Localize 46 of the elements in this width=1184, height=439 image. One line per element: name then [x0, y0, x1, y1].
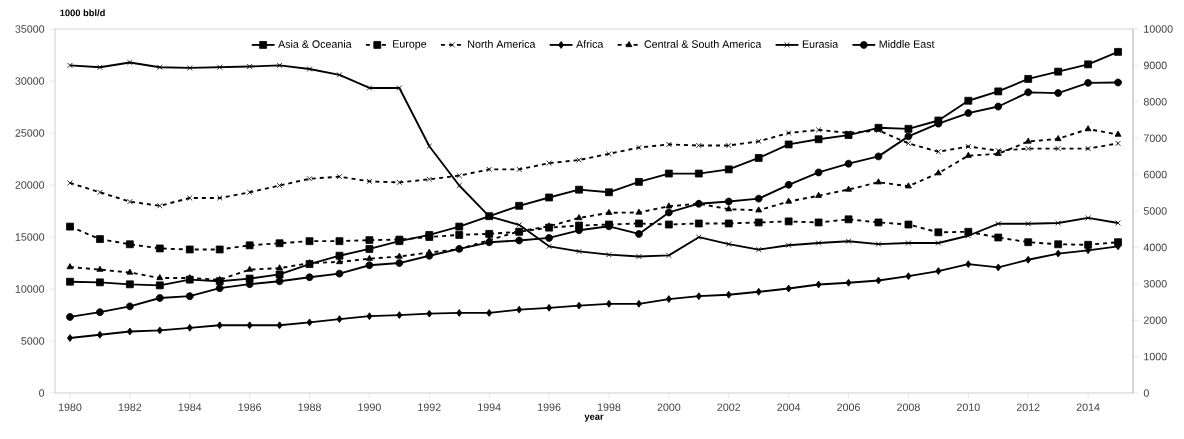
x-tick-label: 1990	[358, 403, 381, 411]
y-tick-label: 35000	[15, 25, 45, 33]
y2-tick-label: 5000	[1143, 207, 1167, 215]
legend-label: Eurasia	[802, 40, 839, 48]
y-axis-title: 1000 bbl/d	[60, 9, 105, 17]
x-tick-label: 2008	[897, 403, 920, 411]
y2-tick-label: 4000	[1143, 243, 1167, 252]
x-tick-label: 1982	[118, 403, 142, 411]
y2-tick-label: 3000	[1143, 280, 1167, 288]
y2-tick-label: 2000	[1143, 316, 1167, 324]
x-tick-label: 2010	[956, 403, 980, 411]
y2-tick-label: 9000	[1143, 61, 1167, 70]
legend-label: Central & South America	[644, 40, 762, 48]
x-tick-label: 1984	[178, 403, 202, 411]
y2-tick-label: 0	[1143, 389, 1149, 397]
x-tick-label: 1992	[418, 403, 441, 411]
x-tick-label: 2014	[1076, 403, 1100, 411]
legend-label: North America	[468, 40, 536, 48]
x-tick-label: 1986	[238, 403, 262, 411]
x-tick-label: 1994	[478, 403, 501, 411]
x-tick-label: 2000	[657, 403, 681, 411]
x-tick-label: 1980	[58, 403, 82, 411]
y-tick-label: 25000	[15, 129, 45, 137]
legend-label: Africa	[576, 40, 604, 48]
x-tick-label: 1998	[597, 403, 621, 411]
y-tick-label: 5000	[21, 337, 45, 345]
y-tick-label: 20000	[15, 181, 45, 189]
x-tick-label: 2004	[777, 403, 801, 411]
x-tick-label: 2002	[717, 403, 741, 411]
x-tick-label: 2006	[837, 403, 860, 411]
legend-label: Middle East	[879, 40, 935, 48]
y2-tick-label: 7000	[1143, 134, 1167, 142]
y2-tick-label: 8000	[1143, 98, 1167, 106]
y2-tick-label: 10000	[1144, 25, 1173, 33]
x-tick-label: 1996	[538, 403, 561, 411]
y-tick-label: 15000	[15, 233, 45, 241]
y2-tick-label: 6000	[1143, 170, 1167, 179]
y-tick-label: 10000	[15, 285, 45, 293]
legend-label: Asia & Oceania	[278, 40, 352, 48]
y2-tick-label: 1000	[1144, 352, 1167, 361]
y-tick-label: 30000	[15, 77, 45, 85]
legend-label: Europe	[393, 40, 427, 50]
x-tick-label: 1988	[298, 403, 321, 411]
x-axis-title: year	[584, 414, 604, 422]
x-tick-label: 2012	[1016, 403, 1040, 411]
y-tick-label: 0	[39, 389, 45, 397]
